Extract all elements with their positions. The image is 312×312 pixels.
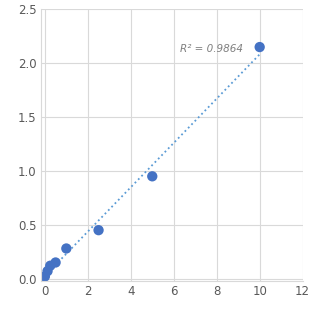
Point: [48, 263, 53, 268]
Text: R² = 0.9864: R² = 0.9864: [180, 44, 243, 54]
Point: [257, 45, 262, 50]
Point: [96, 228, 101, 233]
Point: [42, 274, 47, 279]
Point: [53, 260, 58, 265]
Point: [45, 269, 50, 274]
Point: [150, 174, 155, 179]
Point: [64, 246, 69, 251]
